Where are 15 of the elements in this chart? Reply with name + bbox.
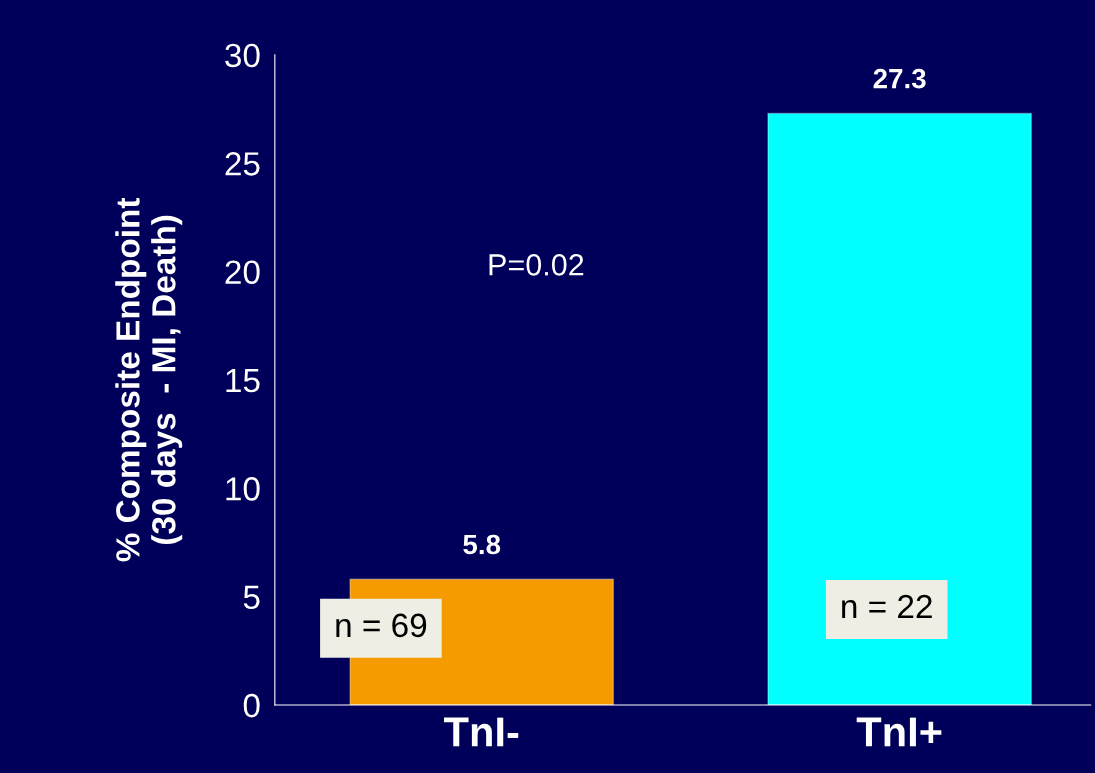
- y-tick-label: 25: [225, 152, 260, 176]
- y-tick-label: 20: [225, 260, 260, 284]
- annotation: n = 22: [842, 594, 932, 619]
- y-tick-label: 0: [243, 693, 260, 718]
- y-tick-label: 10: [226, 477, 260, 501]
- data-label: 5.8: [463, 534, 501, 555]
- annotation: n = 69: [336, 613, 427, 638]
- annotation: P=0.02: [489, 254, 584, 276]
- y-axis-title: % Composite Endpoint (30 days - MI, Death): [115, 197, 183, 562]
- y-tick-label: 5: [243, 585, 260, 610]
- data-label: 27.3: [873, 68, 926, 89]
- y-tick-label: 15: [226, 369, 260, 393]
- y-tick-label: 30: [225, 43, 260, 68]
- x-tick-label: TnI-: [444, 717, 519, 747]
- x-tick-label: TnI+: [856, 717, 942, 747]
